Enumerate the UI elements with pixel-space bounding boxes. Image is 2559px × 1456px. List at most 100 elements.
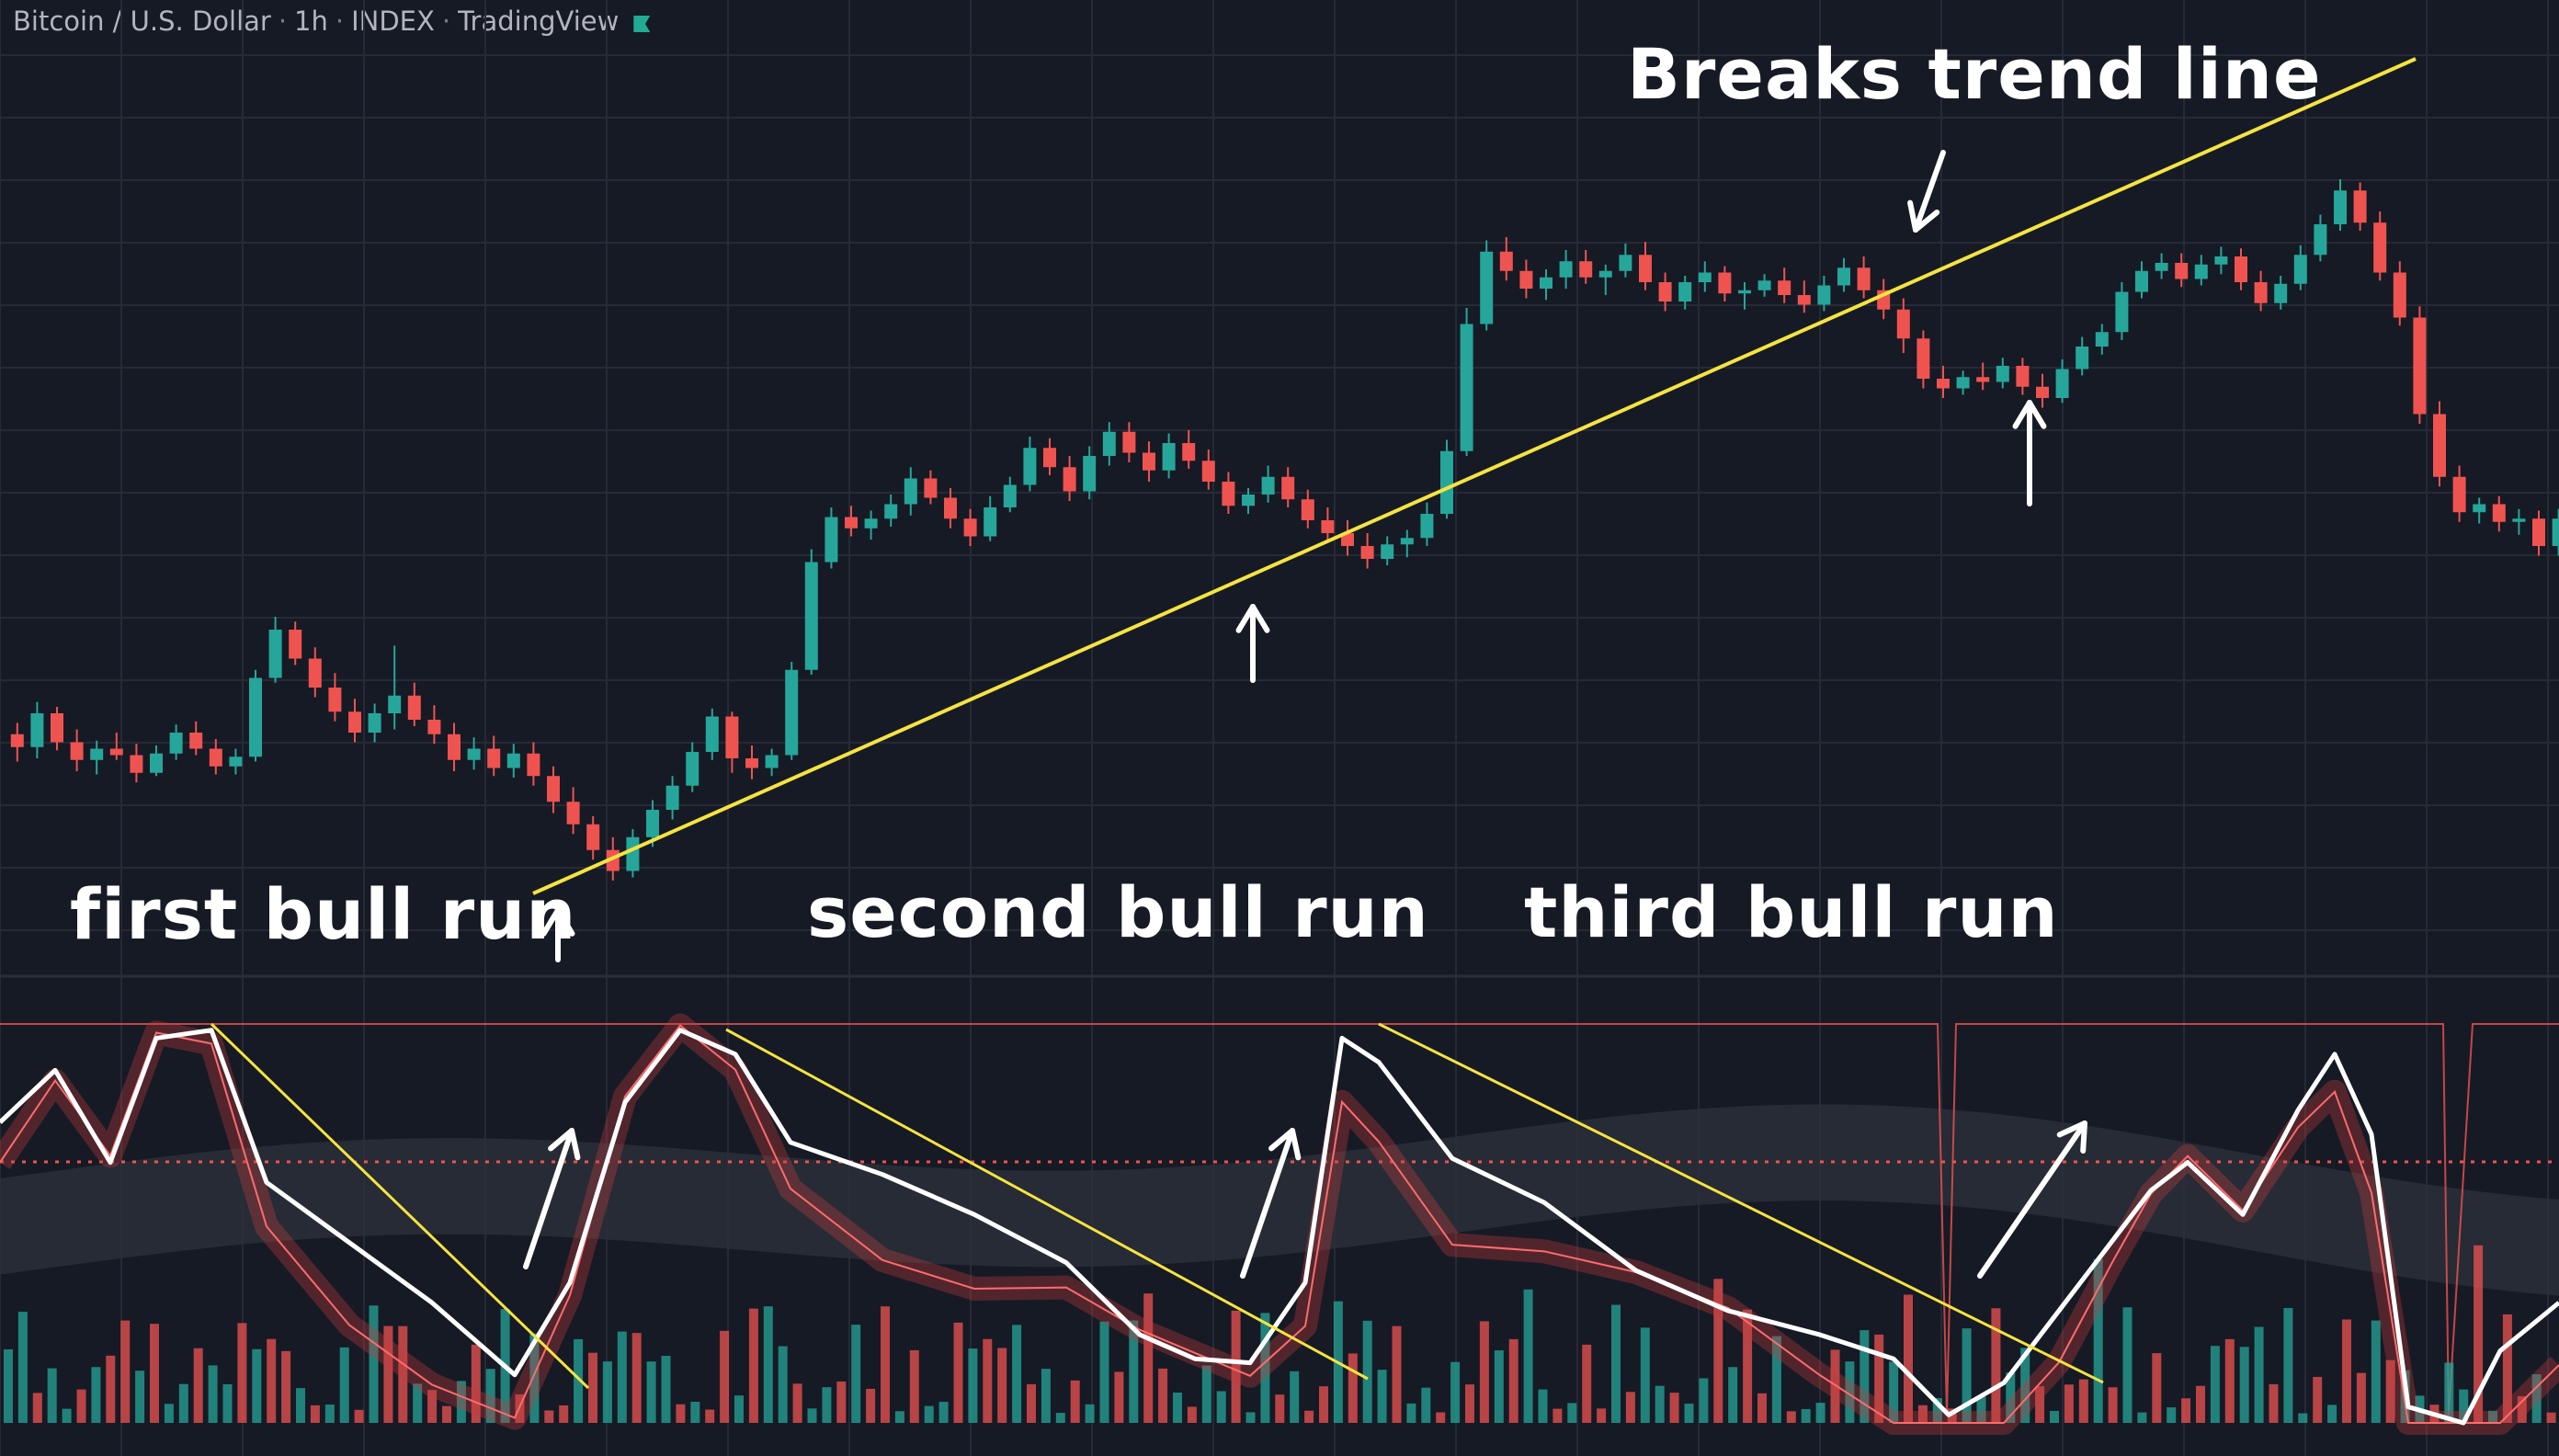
candle-down — [1916, 338, 1930, 379]
candle-up — [90, 748, 104, 760]
symbol-label: Bitcoin / U.S. Dollar — [13, 6, 271, 37]
volume-bar — [2459, 1389, 2469, 1423]
volume-bar — [2327, 1405, 2337, 1423]
volume-bar — [471, 1344, 481, 1423]
candle-down — [2433, 414, 2446, 477]
volume-bar — [1743, 1309, 1753, 1423]
volume-bar — [748, 1308, 758, 1423]
volume-bar — [2196, 1385, 2205, 1423]
volume-bar — [4, 1349, 13, 1423]
oscillator-trend-line — [1378, 1022, 2104, 1384]
oscillator-trend-line — [725, 1028, 1369, 1381]
interval-label[interactable]: 1h — [294, 6, 328, 37]
candle-up — [1757, 280, 1771, 290]
volume-bar — [617, 1331, 627, 1423]
volume-bar — [1187, 1406, 1197, 1423]
volume-bar — [1099, 1321, 1109, 1423]
volume-bar — [427, 1390, 438, 1423]
oscillator-line — [0, 1028, 2559, 1426]
candle-up — [984, 507, 997, 537]
volume-bar — [2502, 1314, 2512, 1423]
volume-bar — [252, 1348, 262, 1423]
volume-bar — [720, 1330, 730, 1423]
volume-bar — [2474, 1245, 2484, 1423]
arrow-head — [1907, 199, 1918, 233]
volume-bar — [1830, 1349, 1840, 1423]
arrow-shaft — [523, 1128, 574, 1269]
volume-bar — [968, 1348, 978, 1423]
candle-down — [924, 478, 938, 498]
candle-up — [884, 504, 898, 519]
volume-bar — [383, 1325, 393, 1423]
volume-bar — [354, 1409, 364, 1423]
candle-up — [2214, 256, 2228, 265]
arrow-shaft — [1240, 1128, 1295, 1279]
candle-down — [1718, 272, 1732, 294]
candle-down — [1658, 282, 1672, 301]
candle-down — [527, 753, 540, 777]
candle-down — [586, 824, 600, 850]
volume-bar — [178, 1383, 188, 1423]
volume-bar — [2488, 1410, 2497, 1423]
volume-bar — [894, 1411, 904, 1423]
candle-up — [1460, 324, 1473, 451]
volume-bar — [1976, 1396, 1986, 1423]
volume-bar — [135, 1371, 145, 1423]
volume-bar — [1436, 1412, 1446, 1423]
volume-bar — [1508, 1338, 1518, 1423]
volume-bar — [1260, 1313, 1270, 1423]
volume-bar — [690, 1401, 700, 1423]
volume-bar — [544, 1410, 554, 1423]
volume-bar — [1684, 1404, 1694, 1423]
volume-bar — [2371, 1320, 2381, 1423]
volume-bar — [2444, 1362, 2454, 1423]
candle-up — [804, 562, 818, 670]
candle-down — [109, 748, 123, 756]
arrow-head — [555, 907, 575, 937]
volume-bar — [1889, 1361, 1899, 1423]
volume-bar — [267, 1338, 277, 1423]
candle-down — [1499, 251, 1513, 271]
volume-bar — [2531, 1374, 2542, 1423]
volume-bar — [76, 1389, 86, 1423]
candle-down — [328, 688, 342, 712]
volume-bar — [2298, 1413, 2308, 1423]
volume-bar — [456, 1381, 466, 1423]
volume-bar — [2122, 1307, 2132, 1423]
volume-bar — [1874, 1334, 1884, 1423]
annotation-third-bull-run: third bull run — [1524, 871, 2059, 953]
candle-up — [1420, 514, 1434, 539]
volume-bar — [1348, 1353, 1358, 1423]
volume-bar — [1216, 1391, 1226, 1423]
volume-bar — [324, 1405, 335, 1423]
volume-bar — [1450, 1361, 1461, 1423]
candle-up — [2135, 270, 2148, 292]
volume-bar — [953, 1322, 963, 1423]
volume-bar — [1173, 1392, 1182, 1423]
down-arrow-icon — [1907, 150, 1946, 233]
volume-bar — [1917, 1405, 1928, 1423]
flag-icon[interactable] — [633, 16, 651, 32]
arrow-head — [1250, 604, 1270, 633]
volume-bar — [1027, 1383, 1036, 1423]
arrow-head — [540, 907, 561, 937]
candle-down — [70, 742, 84, 760]
volume-bar — [1055, 1413, 1065, 1423]
volume-bar — [296, 1388, 305, 1423]
candle-down — [1937, 379, 1950, 389]
volume-bar — [1932, 1398, 1942, 1423]
volume-bar — [47, 1368, 57, 1423]
annotation-overlay — [523, 57, 2417, 1279]
volume-bar — [1771, 1336, 1781, 1423]
volume-bar — [193, 1348, 203, 1423]
volume-bar — [1625, 1392, 1635, 1423]
candle-down — [1182, 443, 1196, 461]
price-trend-line — [532, 57, 2417, 895]
candle-down — [1360, 546, 1374, 559]
candle-up — [825, 517, 838, 563]
volume-bar — [1392, 1325, 1402, 1423]
candle-down — [2373, 222, 2387, 273]
candle-down — [10, 734, 24, 747]
arrow-shaft — [1913, 150, 1946, 233]
